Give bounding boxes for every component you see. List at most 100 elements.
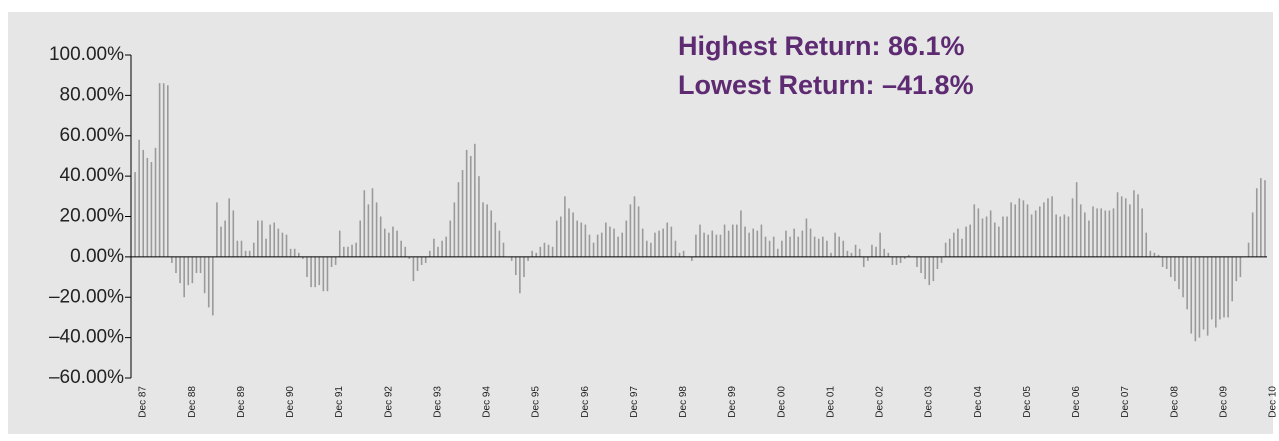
bar xyxy=(158,83,161,257)
x-tick-label: Dec 87 xyxy=(138,386,149,418)
bar xyxy=(453,202,456,257)
x-tick-label: Dec 88 xyxy=(187,386,198,418)
bar xyxy=(1104,210,1107,257)
bar xyxy=(183,256,185,298)
bar xyxy=(179,256,181,284)
annotation: Highest Return: 86.1% xyxy=(678,31,965,61)
y-tick-label: 60.00% xyxy=(60,125,125,146)
bar xyxy=(269,224,271,257)
bar xyxy=(637,206,640,257)
bar xyxy=(134,172,136,257)
bar xyxy=(793,228,795,257)
bar xyxy=(437,246,439,257)
bar xyxy=(723,224,726,257)
bar xyxy=(916,256,918,267)
bar xyxy=(658,230,660,257)
bar xyxy=(842,240,845,257)
bar xyxy=(621,232,624,257)
bar xyxy=(678,252,681,257)
bar xyxy=(367,204,370,257)
plot-background xyxy=(8,12,1273,434)
y-tick-label: 100.00% xyxy=(49,44,124,65)
bar xyxy=(392,226,394,257)
bar xyxy=(1038,206,1041,257)
bar xyxy=(220,226,222,257)
bar xyxy=(862,256,865,267)
bar xyxy=(531,250,533,257)
bar xyxy=(633,196,636,257)
bar xyxy=(191,256,194,284)
bar xyxy=(314,256,316,288)
bar xyxy=(1231,256,1234,302)
bar xyxy=(650,242,652,257)
bar xyxy=(502,242,505,257)
bar xyxy=(1051,196,1053,257)
bar xyxy=(551,246,554,257)
bar xyxy=(580,222,583,257)
bar xyxy=(957,228,959,257)
bar xyxy=(1079,204,1082,257)
bar xyxy=(1022,200,1025,257)
bar xyxy=(1165,256,1168,269)
annotation: Lowest Return: –41.8% xyxy=(678,70,974,100)
bar xyxy=(641,228,644,257)
bar xyxy=(224,220,226,257)
bar xyxy=(400,240,402,257)
bar xyxy=(944,242,947,257)
bar xyxy=(162,83,165,257)
y-tick-label: –40.00% xyxy=(49,327,124,348)
bar xyxy=(883,248,886,257)
bar xyxy=(510,256,513,261)
bar xyxy=(711,230,714,257)
bar xyxy=(584,224,587,257)
bar xyxy=(1096,208,1098,257)
bar xyxy=(216,202,218,257)
x-tick-label: Dec 90 xyxy=(285,386,296,418)
bar xyxy=(547,244,550,257)
bar xyxy=(1202,256,1205,330)
bar xyxy=(1108,210,1111,257)
bar xyxy=(1059,216,1062,257)
x-tick-label: Dec 00 xyxy=(776,386,787,418)
bar xyxy=(424,256,427,263)
bar xyxy=(989,210,992,257)
bar xyxy=(576,220,578,257)
bar xyxy=(363,190,366,257)
x-tick-label: Dec 93 xyxy=(432,386,443,418)
bar xyxy=(740,210,742,257)
bar xyxy=(535,252,538,257)
bar xyxy=(310,256,312,288)
x-tick-label: Dec 89 xyxy=(236,386,247,418)
bar xyxy=(1153,252,1156,257)
bar xyxy=(1014,204,1017,257)
bar xyxy=(248,250,251,257)
bar xyxy=(809,228,812,257)
bar xyxy=(838,236,840,257)
bar xyxy=(375,202,378,257)
bar xyxy=(592,242,595,257)
bar xyxy=(396,230,398,257)
y-tick-label: 20.00% xyxy=(60,206,125,227)
bar xyxy=(564,196,566,257)
bar xyxy=(887,252,890,257)
bar xyxy=(330,256,333,267)
bar xyxy=(666,222,669,257)
bar xyxy=(379,216,382,257)
bar xyxy=(1198,256,1201,338)
bar xyxy=(719,234,722,257)
bar xyxy=(1186,256,1188,310)
bar xyxy=(1137,194,1139,257)
bar xyxy=(543,242,546,257)
bar xyxy=(772,236,775,257)
bar xyxy=(588,234,591,257)
bar xyxy=(408,256,411,259)
bar xyxy=(343,246,345,257)
bar xyxy=(486,204,488,257)
bar xyxy=(478,176,480,257)
bar xyxy=(1067,216,1070,257)
bar xyxy=(306,256,308,278)
bar xyxy=(879,232,881,257)
bar xyxy=(965,226,967,257)
bar xyxy=(449,220,452,257)
bar xyxy=(1174,256,1176,282)
